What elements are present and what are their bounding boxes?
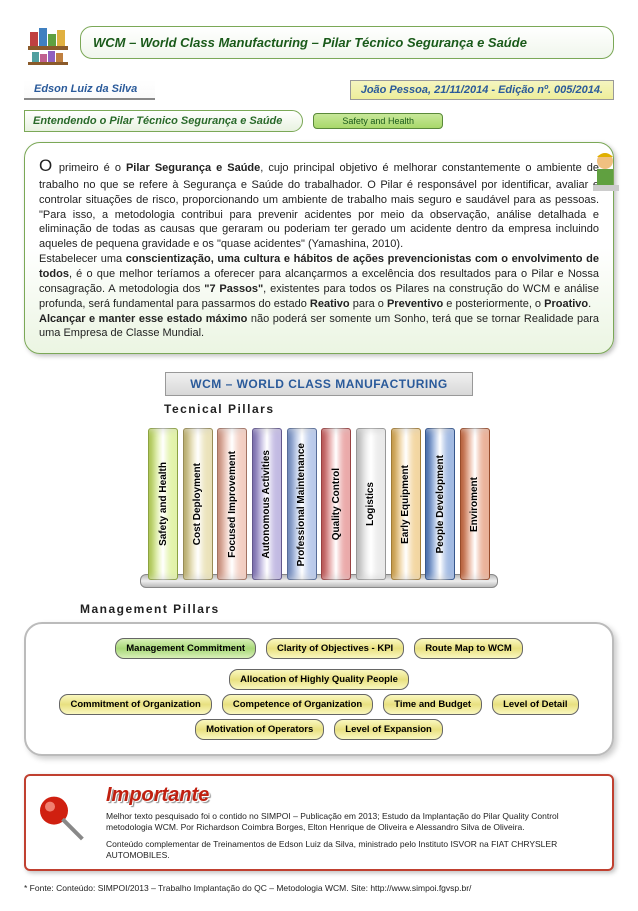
- pillar: Professional Maintenance: [287, 428, 317, 580]
- mgmt-row-2: Commitment of Organization Competence of …: [36, 694, 602, 715]
- edition-box: João Pessoa, 21/11/2014 - Edição nº. 005…: [350, 80, 614, 100]
- mgmt-pill: Motivation of Operators: [195, 719, 324, 740]
- pillar-label: Logistics: [365, 482, 376, 526]
- intro-b: Preventivo: [387, 298, 443, 310]
- pillar-label: Early Equipment: [400, 465, 411, 544]
- pillar: Cost Deployment: [183, 428, 213, 580]
- pillar: Enviroment: [460, 428, 490, 580]
- pillar-label: Enviroment: [469, 477, 480, 532]
- pillar-label: Cost Deployment: [192, 463, 203, 545]
- wcm-title: WCM – WORLD CLASS MANUFACTURING: [24, 372, 614, 396]
- intro-b: Alcançar e manter esse estado máximo: [39, 313, 247, 325]
- intro-t: Estabelecer uma: [39, 253, 126, 265]
- mgmt-pill: Commitment of Organization: [59, 694, 211, 715]
- management-block: Management Commitment Clarity of Objectiv…: [24, 622, 614, 756]
- fonte: * Fonte: Conteúdo: SIMPOI/2013 – Trabalh…: [24, 883, 614, 893]
- wcm-title-text: WCM – WORLD CLASS MANUFACTURING: [165, 372, 472, 396]
- intro-b: "7 Passos": [204, 283, 263, 295]
- intro-block: O primeiro é o Pilar Segurança e Saúde, …: [24, 142, 614, 354]
- mgmt-pill: Competence of Organization: [222, 694, 373, 715]
- page-title: WCM – World Class Manufacturing – Pilar …: [80, 26, 614, 59]
- pillar-label: Safety and Health: [158, 462, 169, 546]
- intro-t: , cujo principal objetivo é melhorar con…: [39, 162, 599, 250]
- sub-header: Edson Luiz da Silva João Pessoa, 21/11/2…: [24, 80, 614, 100]
- pillars-stage: Safety and Health Cost Deployment Focused …: [134, 418, 504, 588]
- intro-b: Proativo: [544, 298, 588, 310]
- pillar-label: Autonomous Activities: [261, 450, 272, 559]
- pillar: People Development: [425, 428, 455, 580]
- intro-b: Pilar Segurança e Saúde: [126, 162, 260, 174]
- mgmt-pill: Route Map to WCM: [414, 638, 523, 659]
- mgmt-pill: Level of Expansion: [334, 719, 443, 740]
- section-label: Entendendo o Pilar Técnico Segurança e S…: [24, 110, 303, 132]
- pillar-label: Quality Control: [331, 468, 342, 540]
- intro-t: para o: [350, 298, 387, 310]
- intro-big-o: O: [39, 156, 59, 175]
- pillar: Quality Control: [321, 428, 351, 580]
- worker-icon: [583, 149, 627, 193]
- pillar: Focused Improvement: [217, 428, 247, 580]
- technical-pillars-label: Tecnical Pillars: [164, 402, 614, 416]
- intro-t: primeiro é o: [59, 162, 126, 174]
- mgmt-pill: Clarity of Objectives - KPI: [266, 638, 404, 659]
- pillar-label: Professional Maintenance: [296, 443, 307, 566]
- mgmt-row-1: Management Commitment Clarity of Objectiv…: [36, 638, 602, 690]
- importante-head: Importante: [106, 784, 602, 807]
- pillar: Autonomous Activities: [252, 428, 282, 580]
- pillar-label: Focused Improvement: [227, 451, 238, 558]
- importante-block: Importante Melhor texto pesquisado foi o…: [24, 774, 614, 871]
- section-row: Entendendo o Pilar Técnico Segurança e S…: [24, 110, 614, 132]
- importante-l2: Conteúdo complementar de Treinamentos de…: [106, 839, 602, 861]
- header-row: WCM – World Class Manufacturing – Pilar …: [24, 18, 614, 66]
- mgmt-pill: Management Commitment: [115, 638, 256, 659]
- pin-icon: [36, 784, 96, 861]
- mgmt-row-3: Motivation of Operators Level of Expansio…: [36, 719, 602, 740]
- books-icon: [24, 18, 72, 66]
- pillars-row: Safety and Health Cost Deployment Focused …: [148, 428, 490, 578]
- pillar: Logistics: [356, 428, 386, 580]
- intro-t: .: [588, 298, 591, 310]
- pillar: Safety and Health: [148, 428, 178, 580]
- mgmt-pill: Level of Detail: [492, 694, 578, 715]
- mgmt-pill: Time and Budget: [383, 694, 482, 715]
- pillar: Early Equipment: [391, 428, 421, 580]
- intro-b: Reativo: [310, 298, 350, 310]
- management-pillars-label: Management Pillars: [80, 602, 614, 616]
- intro-t: e posteriormente, o: [443, 298, 544, 310]
- mgmt-pill: Allocation of Highly Quality People: [229, 669, 409, 690]
- safety-badge: Safety and Health: [313, 113, 443, 129]
- importante-l1: Melhor texto pesquisado foi o contido no…: [106, 811, 602, 833]
- pillar-label: People Development: [435, 455, 446, 553]
- author-box: Edson Luiz da Silva: [24, 80, 155, 100]
